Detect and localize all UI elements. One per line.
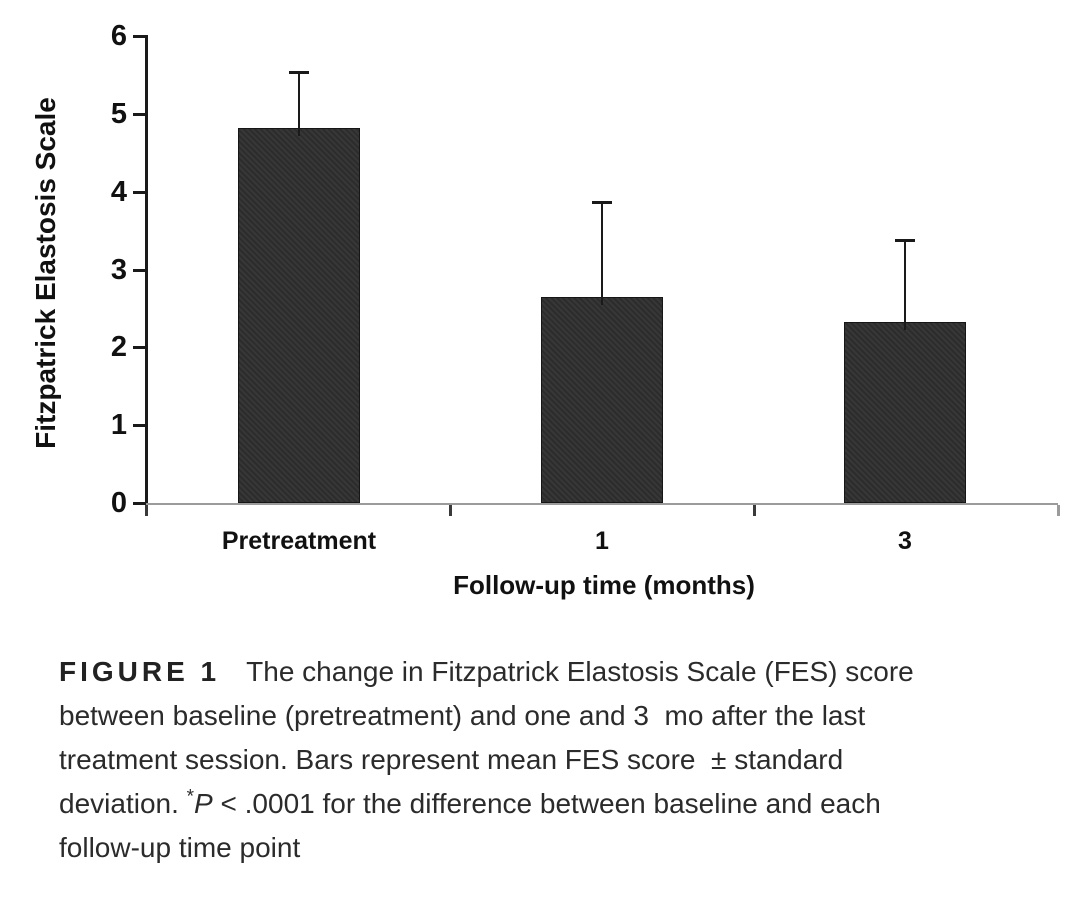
- error-bar-line: [601, 201, 603, 305]
- figure-caption: FIGURE 1 The change in Fitzpatrick Elasto…: [59, 650, 1049, 870]
- caption-line4-pre: deviation.: [59, 788, 187, 819]
- bar-3: [844, 321, 966, 503]
- y-tick-label: 2: [110, 331, 127, 364]
- caption-line2: between baseline (pretreatment) and one …: [59, 700, 866, 731]
- y-tick-label: 4: [110, 175, 127, 208]
- y-tick-mark: [133, 268, 146, 272]
- x-tick-mark: [1057, 505, 1060, 516]
- x-tick-mark: [145, 505, 148, 516]
- y-tick-mark: [133, 35, 146, 38]
- bar-1: [541, 296, 663, 503]
- x-axis-line: [146, 503, 1058, 505]
- y-tick-mark: [133, 190, 146, 194]
- y-axis-title: Fitzpatrick Elastosis Scale: [30, 97, 61, 449]
- x-category-label: Pretreatment: [221, 527, 377, 555]
- caption-line3: treatment session. Bars represent mean F…: [59, 744, 844, 775]
- bar-chart: Fitzpatrick Elastosis Scale 0 1 2 3 4 5 6 Pret…: [30, 20, 1060, 600]
- figure-number-label: FIGURE 1: [59, 656, 221, 687]
- y-tick-mark: [133, 502, 146, 505]
- caption-line1: The change in Fitzpatrick Elastosis Scal…: [246, 656, 914, 687]
- y-axis-line: [145, 35, 148, 505]
- caption-line5: follow-up time point: [59, 832, 301, 863]
- error-bar-cap: [895, 238, 915, 242]
- significance-asterisk: *: [186, 786, 195, 808]
- x-tick-mark: [753, 505, 756, 516]
- y-tick-label: 5: [110, 97, 127, 130]
- y-tick-mark: [133, 346, 146, 350]
- caption-line4: deviation. *P < .0001 for the difference…: [59, 788, 881, 819]
- bar-pretreatment: [238, 127, 360, 503]
- y-tick-mark: [133, 112, 146, 116]
- error-bar-cap: [289, 70, 309, 74]
- y-tick-label: 6: [110, 20, 127, 52]
- p-value-symbol: P: [194, 788, 213, 819]
- y-tick-label: 1: [110, 409, 127, 442]
- y-tick-label: 0: [110, 487, 127, 519]
- error-bar-line: [298, 71, 300, 136]
- y-tick-label: 3: [110, 253, 127, 286]
- error-bar-line: [904, 239, 906, 330]
- x-axis-title: Follow-up time (months): [453, 570, 755, 600]
- caption-line4-post: < .0001 for the difference between basel…: [212, 788, 881, 819]
- x-tick-mark: [449, 505, 452, 516]
- y-tick-mark: [133, 424, 146, 428]
- x-category-label: 3: [898, 527, 912, 555]
- x-category-label: 1: [595, 527, 609, 555]
- error-bar-cap: [592, 200, 612, 204]
